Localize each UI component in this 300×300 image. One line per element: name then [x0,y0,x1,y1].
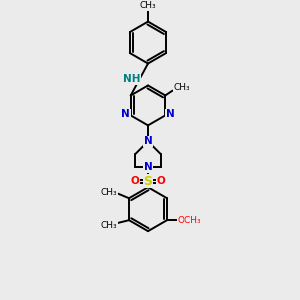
Text: N: N [144,136,152,146]
Text: N: N [144,162,152,172]
Text: O: O [131,176,140,186]
Text: CH₃: CH₃ [101,188,117,197]
Text: NH: NH [123,74,140,85]
Text: S: S [143,175,152,188]
Text: N: N [122,110,130,119]
Text: CH₃: CH₃ [140,1,156,10]
Text: N: N [166,110,175,119]
Text: CH₃: CH₃ [101,221,117,230]
Text: OCH₃: OCH₃ [177,216,201,225]
Text: CH₃: CH₃ [174,83,190,92]
Text: O: O [157,176,165,186]
